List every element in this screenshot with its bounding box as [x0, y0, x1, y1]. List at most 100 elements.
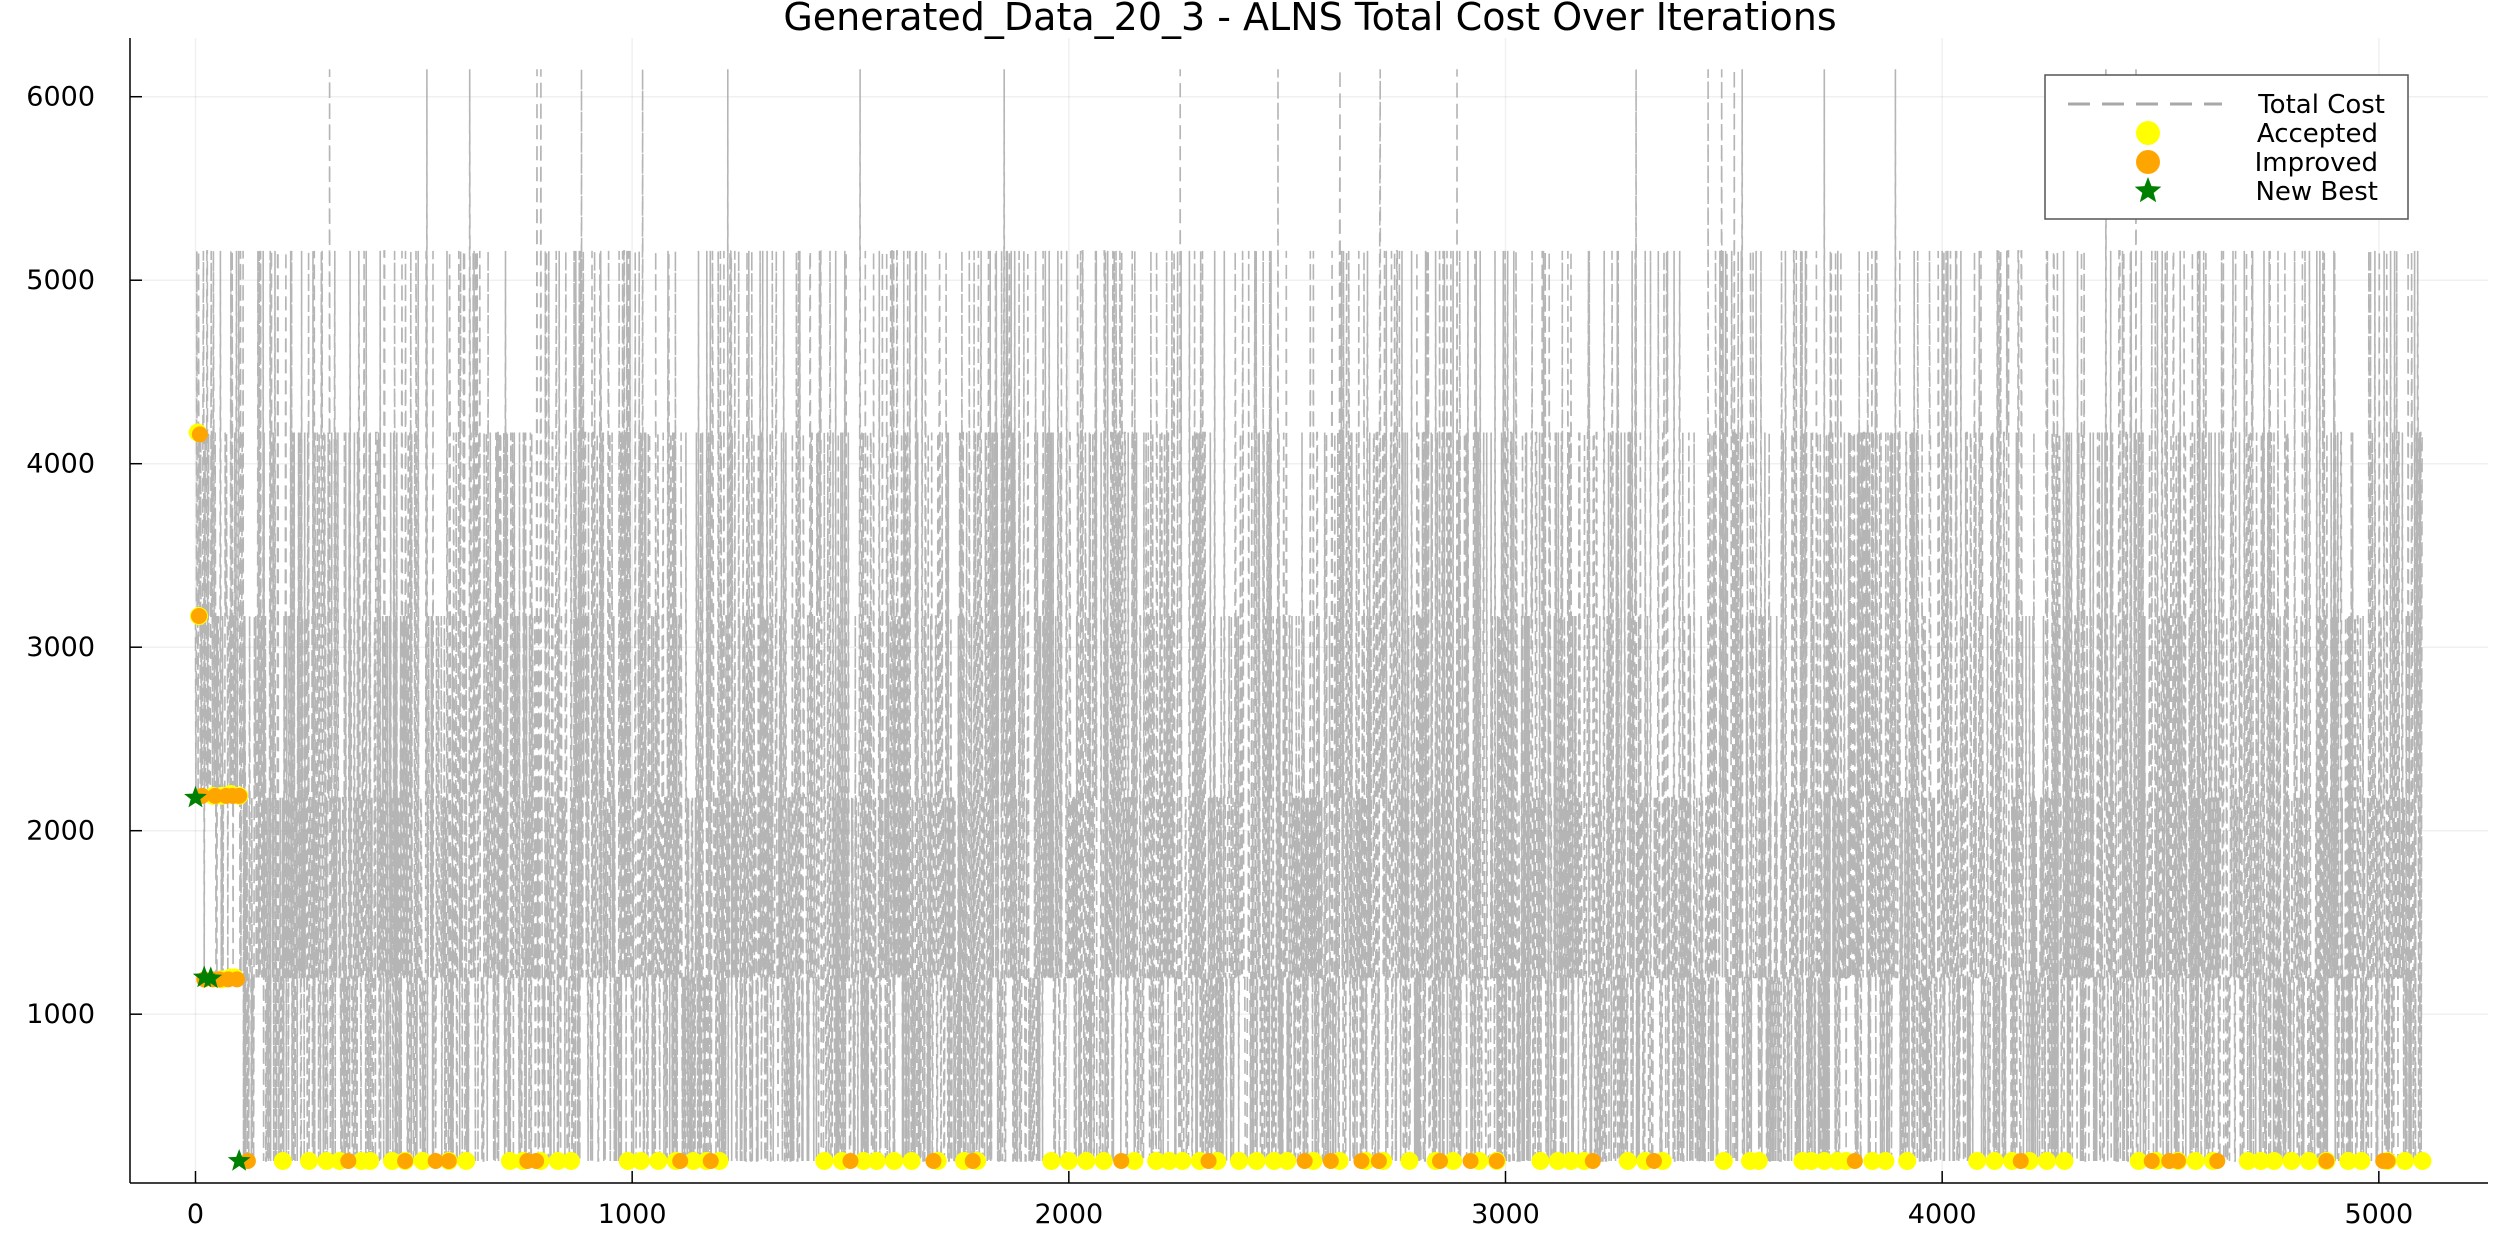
improved-point [1296, 1152, 1313, 1169]
accepted-point [1042, 1151, 1061, 1170]
improved-point [1353, 1152, 1370, 1169]
accepted-point [1714, 1151, 1733, 1170]
accepted-point [902, 1151, 921, 1170]
tick-labels: 0 1000 2000 3000 4000 5000 1000 2000 3000 4000 500… [26, 82, 2413, 1230]
accepted-point [1094, 1151, 1113, 1170]
accepted-point [1265, 1151, 1284, 1170]
improved-point [1462, 1152, 1479, 1169]
accepted-point [631, 1151, 650, 1170]
improved-point [1584, 1152, 1601, 1169]
accepted-point [1548, 1151, 1567, 1170]
series-new-best [184, 785, 251, 1171]
improved-point [190, 608, 207, 625]
accepted-point [684, 1151, 703, 1170]
accepted-point [1278, 1151, 1297, 1170]
accepted-point [317, 1151, 336, 1170]
accepted-point [1749, 1151, 1768, 1170]
accepted-point [1802, 1151, 1821, 1170]
x-tick-label: 5000 [2344, 1199, 2413, 1230]
improved-point [1113, 1152, 1130, 1169]
y-tick-label: 3000 [26, 632, 95, 663]
improved-point [427, 1152, 444, 1169]
legend: Total Cost Accepted Improved New Best [2044, 74, 2409, 220]
accepted-point [1618, 1151, 1637, 1170]
improved-point [340, 1152, 357, 1169]
improved-point [842, 1152, 859, 1169]
improved-point [1200, 1152, 1217, 1169]
accepted-point [413, 1151, 432, 1170]
accepted-point [1077, 1151, 1096, 1170]
series-total-cost [194, 69, 2423, 1162]
accepted-point [1147, 1151, 1166, 1170]
accepted-point [2396, 1151, 2415, 1170]
accepted-point [1400, 1151, 1419, 1170]
legend-label-accepted: Accepted [2257, 119, 2378, 149]
accepted-point [2238, 1151, 2257, 1170]
improved-point [672, 1152, 689, 1169]
legend-label-total-cost: Total Cost [2257, 90, 2385, 120]
improved-point [2169, 1152, 2186, 1169]
accepted-point [854, 1151, 873, 1170]
legend-swatch-improved [2136, 150, 2160, 174]
accepted-point [649, 1151, 668, 1170]
x-tick-label: 2000 [1034, 1199, 1103, 1230]
accepted-point [2265, 1151, 2284, 1170]
accepted-point [1230, 1151, 1249, 1170]
accepted-point [2282, 1151, 2301, 1170]
improved-point [228, 971, 245, 988]
x-tick-label: 1000 [598, 1199, 667, 1230]
accepted-point [1247, 1151, 1266, 1170]
x-tick-label: 4000 [1908, 1199, 1977, 1230]
improved-point [1370, 1152, 1387, 1169]
accepted-point [273, 1151, 292, 1170]
accepted-point [2129, 1151, 2148, 1170]
accepted-point [1173, 1151, 1192, 1170]
accepted-point [815, 1151, 834, 1170]
legend-swatch-new-best [2134, 177, 2162, 203]
accepted-point [1531, 1151, 1550, 1170]
improved-point [191, 426, 208, 443]
accepted-point [2055, 1151, 2074, 1170]
accepted-point [2413, 1151, 2432, 1170]
improved-point [231, 787, 248, 804]
axes [129, 38, 2488, 1184]
improved-point [1846, 1152, 1863, 1169]
improved-point [1488, 1152, 1505, 1169]
accepted-point [1898, 1151, 1917, 1170]
y-tick-label: 4000 [26, 449, 95, 480]
accepted-point [2037, 1151, 2056, 1170]
accepted-point [457, 1151, 476, 1170]
accepted-point [383, 1151, 401, 1170]
accepted-point [885, 1151, 904, 1170]
y-tick-label: 2000 [26, 816, 95, 847]
accepted-point [1968, 1151, 1987, 1170]
y-tick-label: 1000 [26, 999, 95, 1030]
accepted-point [1876, 1151, 1895, 1170]
accepted-point [548, 1151, 567, 1170]
x-tick-label: 3000 [1471, 1199, 1540, 1230]
accepted-point [1160, 1151, 1179, 1170]
accepted-point [1863, 1151, 1882, 1170]
accepted-point [618, 1151, 637, 1170]
total-cost-line [194, 69, 2423, 1162]
improved-point [2143, 1152, 2160, 1169]
improved-point [1432, 1152, 1448, 1169]
legend-box [2044, 74, 2409, 220]
accepted-point [1985, 1151, 2004, 1170]
improved-point [440, 1152, 457, 1169]
new-best-point [184, 785, 207, 808]
chart-title: Generated_Data_20_3 - ALNS Total Cost Ov… [783, 0, 1836, 39]
accepted-point [1059, 1151, 1078, 1170]
legend-label-improved: Improved [2255, 148, 2378, 178]
improved-point [964, 1152, 981, 1169]
improved-point [528, 1152, 545, 1169]
accepted-point [2251, 1151, 2270, 1170]
x-tick-label: 0 [187, 1199, 204, 1230]
improved-point [2318, 1152, 2335, 1169]
improved-point [397, 1152, 414, 1169]
accepted-point [300, 1151, 319, 1170]
accepted-point [562, 1151, 581, 1170]
accepted-point [2299, 1151, 2318, 1170]
new-best-point [199, 966, 223, 989]
improved-point [2209, 1152, 2226, 1169]
